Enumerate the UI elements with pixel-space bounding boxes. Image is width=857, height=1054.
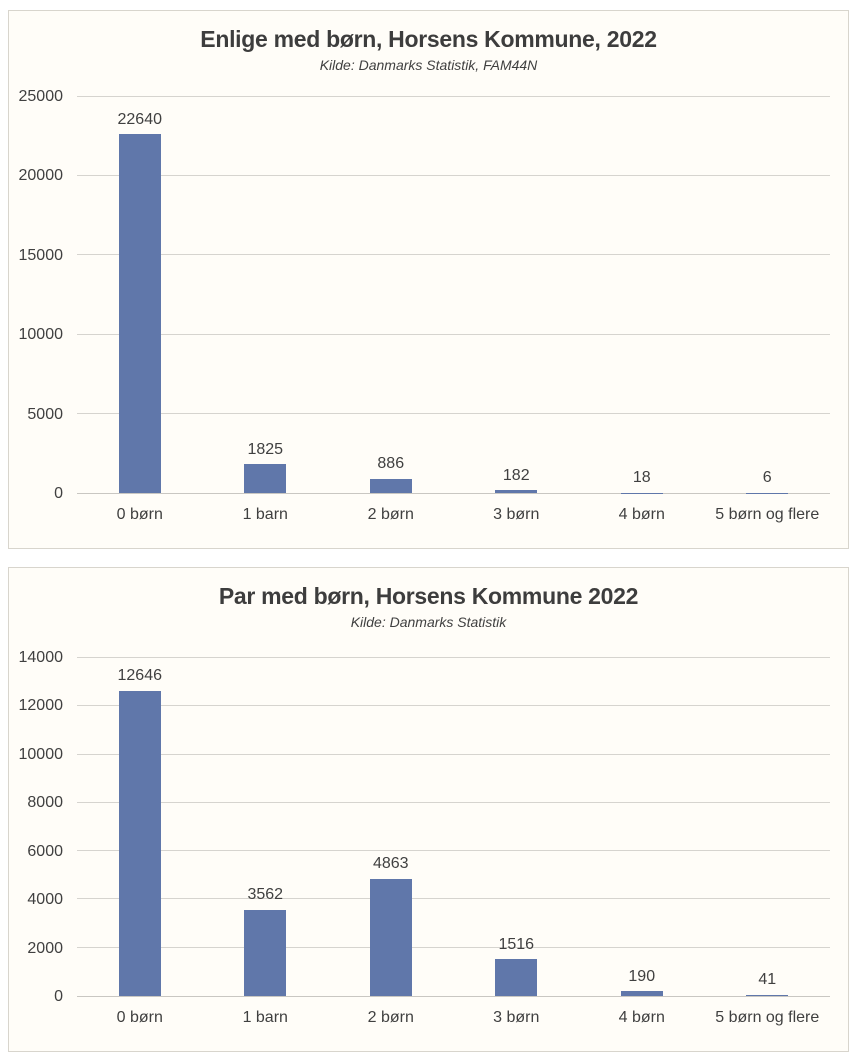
y-tick-label: 25000	[18, 88, 64, 105]
gridline	[77, 657, 830, 658]
bar	[369, 878, 412, 996]
bar	[620, 991, 663, 996]
y-tick-label: 14000	[18, 649, 64, 666]
data-label: 190	[628, 967, 656, 985]
x-category-label: 2 børn	[367, 506, 414, 523]
x-axis: 0 børn 1 barn 2 børn 3 børn 4 børn 5 børn og …	[77, 494, 830, 526]
gridline	[77, 333, 830, 335]
y-tick-label: 8000	[27, 794, 63, 812]
y-tick-label: 15000	[18, 246, 64, 264]
x-category-label: 3 børn	[493, 506, 540, 523]
chart-card-enlige-med-born: Enlige med børn, Horsens Kommune, 2022 K…	[8, 10, 849, 549]
gridline	[77, 946, 830, 948]
x-category-label: 1 barn	[242, 506, 288, 523]
plot-area: 12646 3562 4863 1516 190 41	[77, 657, 831, 997]
bar-slot: 18	[579, 97, 705, 493]
y-tick-label: 10000	[18, 326, 64, 344]
bar-slot: 886	[328, 97, 454, 493]
bar	[495, 959, 538, 996]
data-label: 3562	[247, 886, 284, 904]
bar	[118, 134, 161, 493]
x-category-label: 0 børn	[116, 506, 163, 523]
bar-slot: 12646	[77, 658, 203, 996]
bar-slot: 182	[454, 97, 580, 493]
data-label: 18	[632, 469, 651, 487]
gridline	[77, 850, 830, 852]
plot-row: 0 2000 4000 6000 8000 10000 12000 14000 12646 35…	[9, 650, 848, 1005]
y-tick-label: 12000	[18, 697, 64, 715]
x-category-label: 4 børn	[618, 506, 665, 523]
y-tick-label: 5000	[27, 405, 63, 423]
x-axis: 0 børn 1 barn 2 børn 3 børn 4 børn 5 børn og …	[77, 997, 830, 1029]
data-label: 1825	[247, 440, 284, 458]
gridline	[77, 175, 830, 177]
gridline	[77, 96, 830, 97]
data-label: 22640	[117, 110, 163, 128]
data-label: 6	[762, 469, 772, 487]
data-label: 4863	[372, 855, 409, 872]
gridline	[77, 801, 830, 803]
data-label: 886	[377, 455, 405, 473]
chart-title: Par med børn, Horsens Kommune 2022	[218, 583, 639, 609]
chart-card-par-med-born: Par med børn, Horsens Kommune 2022 Kilde…	[8, 567, 849, 1052]
x-category-label: 3 børn	[493, 1009, 540, 1026]
bar	[118, 690, 161, 996]
data-label: 12646	[117, 667, 163, 685]
x-category-label: 4 børn	[618, 1009, 665, 1026]
y-tick-label: 6000	[27, 842, 63, 860]
bar-slot: 190	[579, 658, 705, 996]
bar	[244, 910, 287, 996]
y-axis: 0 5000 10000 15000 20000 25000	[9, 89, 77, 502]
gridline	[77, 898, 830, 900]
x-category-label: 0 børn	[116, 1009, 163, 1026]
chart-subtitle: Kilde: Danmarks Statistik	[350, 614, 507, 630]
x-category-label: 1 barn	[242, 1009, 288, 1026]
chart-subtitle: Kilde: Danmarks Statistik, FAM44N	[319, 57, 538, 73]
y-tick-label: 0	[54, 988, 63, 1005]
data-label: 41	[758, 971, 777, 989]
bar-slot: 4863	[328, 658, 454, 996]
bar	[746, 995, 789, 996]
y-tick-label: 20000	[18, 167, 64, 185]
bar-slot: 22640	[77, 97, 203, 493]
bar-slot: 3562	[203, 658, 329, 996]
bar	[369, 478, 412, 493]
x-category-label: 5 børn og flere	[715, 506, 820, 523]
chart-title: Enlige med børn, Horsens Kommune, 2022	[200, 26, 657, 52]
data-label: 1516	[498, 935, 535, 953]
y-axis: 0 2000 4000 6000 8000 10000 12000 14000	[9, 650, 77, 1005]
y-tick-label: 0	[54, 485, 63, 502]
bar-slot: 6	[705, 97, 831, 493]
gridline	[77, 412, 830, 414]
gridline	[77, 753, 830, 755]
bar	[244, 464, 287, 493]
y-tick-label: 4000	[27, 891, 63, 909]
bar-slot: 1825	[203, 97, 329, 493]
plot-row: 0 5000 10000 15000 20000 25000 22640 1825 886 18…	[9, 89, 848, 502]
x-category-label: 2 børn	[367, 1009, 414, 1026]
y-tick-label: 2000	[27, 939, 63, 957]
bar-slot: 41	[705, 658, 831, 996]
data-label: 182	[502, 466, 530, 484]
bar-slot: 1516	[454, 658, 580, 996]
y-tick-label: 10000	[18, 745, 64, 763]
bar	[495, 490, 538, 493]
x-category-label: 5 børn og flere	[715, 1009, 820, 1026]
gridline	[77, 705, 830, 707]
gridline	[77, 254, 830, 256]
plot-area: 22640 1825 886 182 18 6	[77, 96, 831, 494]
